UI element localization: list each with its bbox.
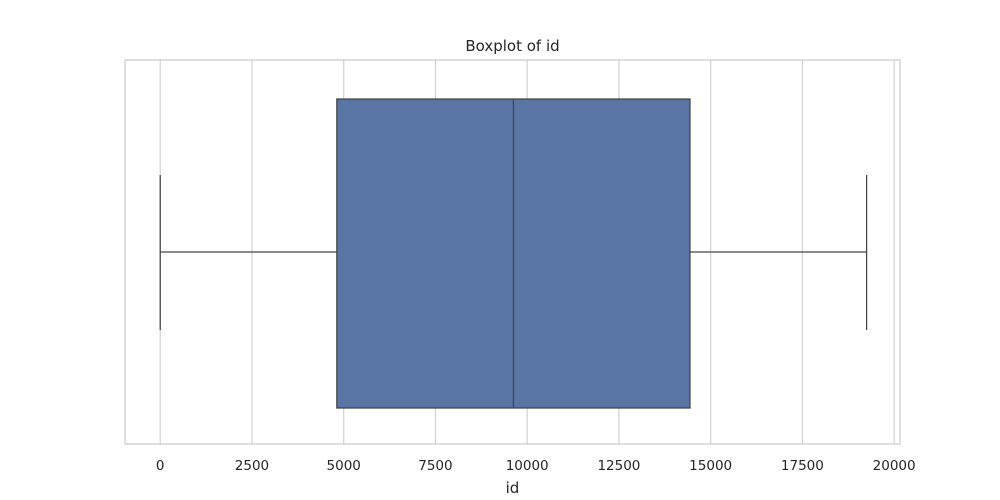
plot-frame: [124, 59, 901, 445]
x-axis-label: id: [506, 479, 520, 497]
x-tick-label: 15000: [689, 458, 732, 474]
box-group: [159, 98, 868, 409]
x-tick-label: 12500: [597, 458, 640, 474]
x-tick-label: 5000: [327, 458, 361, 474]
x-tick-label: 10000: [506, 458, 549, 474]
x-tick-label: 0: [156, 458, 165, 474]
x-tick-label: 2500: [235, 458, 269, 474]
x-tick-label: 17500: [781, 458, 824, 474]
x-tick-labels: 0 2500 5000 7500 10000 12500 15000 17500 20000: [156, 458, 916, 474]
chart-title: Boxplot of id: [465, 37, 559, 55]
x-tick-label: 7500: [418, 458, 452, 474]
x-tick-label: 20000: [873, 458, 916, 474]
